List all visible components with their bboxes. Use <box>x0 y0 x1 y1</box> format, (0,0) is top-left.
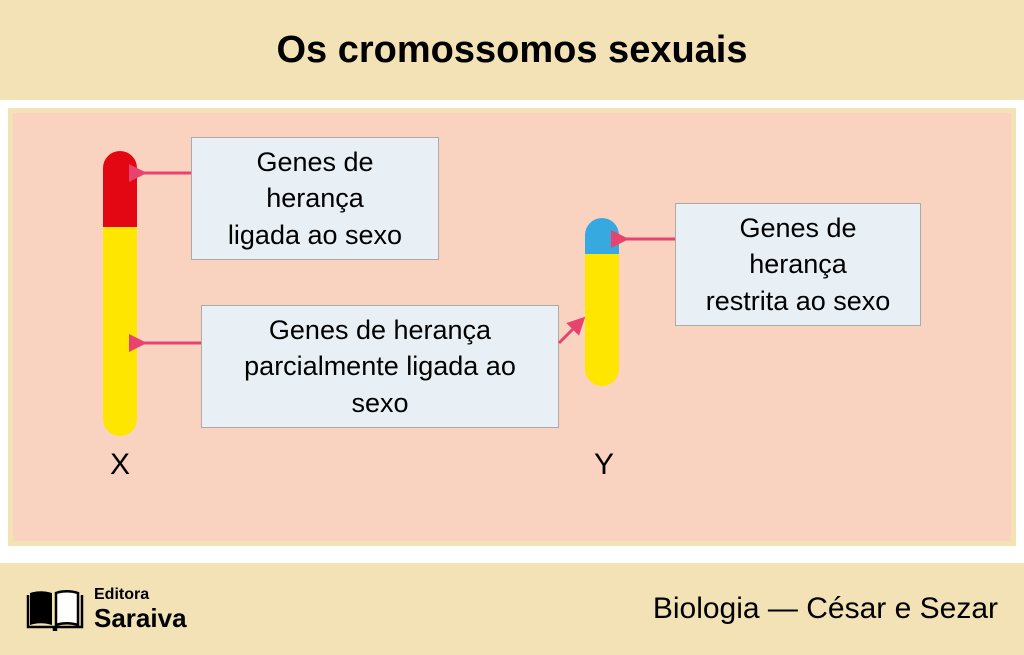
chromosome-x-top-segment <box>103 151 137 227</box>
label-line: Genes de herança <box>269 315 491 345</box>
label-line: Genes de herança <box>256 147 373 213</box>
chromosome-x <box>103 151 137 436</box>
footer-right-text: Biologia — César e Sezar <box>653 592 998 626</box>
chromosome-y-bottom-segment <box>585 254 619 386</box>
label-line: restrita ao sexo <box>706 286 891 316</box>
label-line: Genes de herança <box>739 213 856 279</box>
chromosome-y-label: Y <box>594 448 614 482</box>
label-line: parcialmente ligada ao sexo <box>244 351 516 417</box>
book-icon <box>26 587 84 631</box>
chromosome-y <box>585 218 619 386</box>
publisher-block: Editora Saraiva <box>26 587 187 631</box>
publisher-big: Saraiva <box>94 605 187 631</box>
arrow-partial-to-y <box>559 321 581 343</box>
label-partial: Genes de herança parcialmente ligada ao … <box>201 305 559 428</box>
header-bar: Os cromossomos sexuais <box>0 0 1024 100</box>
publisher-small: Editora <box>94 587 187 603</box>
chromosome-x-bottom-segment <box>103 227 137 436</box>
page-title: Os cromossomos sexuais <box>277 29 748 72</box>
label-sex-linked: Genes de herança ligada ao sexo <box>191 137 439 260</box>
diagram-panel: X Y Genes de herança ligada ao sexo Gene… <box>8 108 1016 546</box>
label-line: ligada ao sexo <box>228 220 402 250</box>
chromosome-y-top-segment <box>585 218 619 254</box>
chromosome-x-label: X <box>110 448 130 482</box>
label-restricted: Genes de herança restrita ao sexo <box>675 203 921 326</box>
publisher-text: Editora Saraiva <box>94 587 187 631</box>
diagram-wrap: X Y Genes de herança ligada ao sexo Gene… <box>8 108 1016 546</box>
footer-bar: Editora Saraiva Biologia — César e Sezar <box>0 563 1024 655</box>
